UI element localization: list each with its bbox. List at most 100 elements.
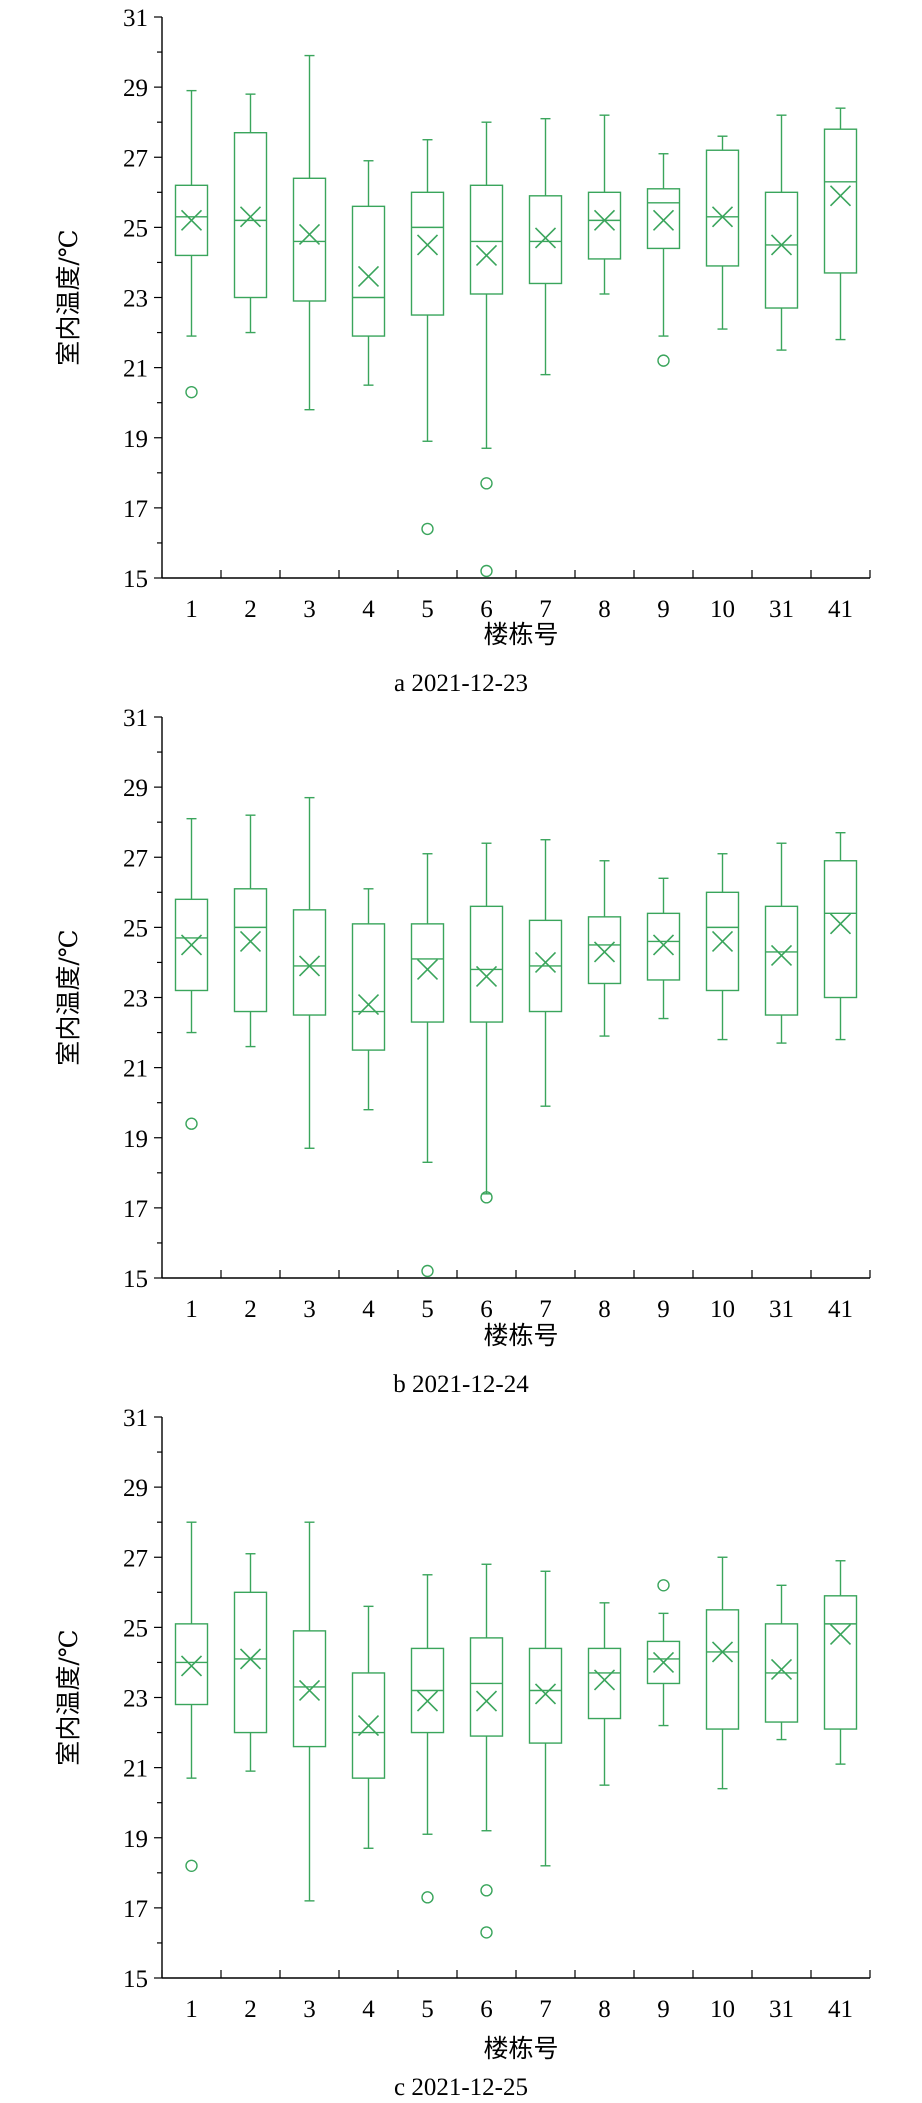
outlier-point	[480, 1191, 493, 1204]
y-tick-label: 19	[123, 1126, 148, 1153]
y-tick-label: 21	[123, 1056, 148, 1083]
panel-caption: c 2021-12-25	[394, 2074, 528, 2101]
outlier-point	[185, 1117, 198, 1130]
iqr-box	[292, 177, 327, 302]
mean-marker	[711, 206, 734, 228]
mean-marker	[180, 209, 203, 231]
x-tick-label: 5	[421, 1996, 434, 2023]
y-tick-label: 29	[123, 75, 148, 102]
y-tick-label: 31	[123, 5, 148, 32]
iqr-box	[764, 905, 799, 1016]
mean-marker	[770, 944, 793, 966]
x-axis-title: 楼栋号	[483, 2034, 558, 2063]
iqr-box	[292, 1630, 327, 1748]
outlier-point	[421, 1891, 434, 1904]
x-axis-title: 楼栋号	[483, 620, 558, 649]
box-3	[292, 54, 327, 411]
mean-marker	[829, 913, 852, 935]
y-tick-label: 31	[123, 1405, 148, 1432]
box-10	[705, 853, 740, 1041]
y-axis-title: 室内温度/℃	[54, 929, 83, 1065]
iqr-box	[351, 205, 386, 337]
outlier-point	[657, 1579, 670, 1592]
box-1	[174, 1521, 209, 1873]
mean-marker	[298, 1679, 321, 1702]
mean-marker	[652, 209, 675, 231]
mean-marker	[534, 951, 557, 974]
box-7	[528, 839, 563, 1107]
iqr-box	[528, 1647, 563, 1744]
iqr-box	[587, 1647, 622, 1720]
iqr-box	[823, 128, 858, 274]
y-tick-label: 25	[123, 915, 148, 942]
mean-marker	[652, 934, 675, 956]
box-41	[823, 832, 858, 1041]
y-tick-label: 29	[123, 1475, 148, 1502]
x-tick-label: 9	[657, 1996, 670, 2023]
box-3	[292, 796, 327, 1149]
iqr-box	[705, 149, 740, 267]
box-5	[410, 139, 445, 536]
iqr-box	[528, 195, 563, 285]
x-tick-label: 4	[362, 596, 375, 623]
y-tick-label: 15	[123, 1266, 148, 1293]
iqr-box	[174, 1623, 209, 1706]
y-tick-label: 25	[123, 215, 148, 242]
mean-marker	[357, 1714, 380, 1737]
mean-marker	[711, 1641, 734, 1663]
mean-marker	[593, 1669, 616, 1691]
x-tick-label: 3	[303, 1296, 316, 1323]
iqr-box	[469, 905, 504, 1023]
mean-marker	[475, 965, 498, 988]
mean-marker	[770, 234, 793, 256]
iqr-box	[764, 191, 799, 309]
y-tick-label: 31	[123, 705, 148, 732]
iqr-box	[351, 923, 386, 1051]
mean-marker	[770, 1658, 793, 1681]
mean-marker	[829, 1623, 852, 1645]
x-tick-label: 41	[828, 596, 853, 623]
box-10	[705, 1556, 740, 1790]
outlier-point	[185, 1859, 198, 1873]
x-tick-label: 5	[421, 596, 434, 623]
x-tick-label: 10	[710, 596, 735, 623]
iqr-box	[233, 132, 268, 299]
x-tick-label: 6	[480, 1996, 493, 2023]
mean-marker	[534, 1683, 557, 1705]
mean-marker	[652, 1651, 675, 1674]
x-tick-label: 4	[362, 1996, 375, 2023]
iqr-box	[646, 912, 681, 981]
iqr-box	[823, 860, 858, 999]
x-tick-label: 3	[303, 596, 316, 623]
box-9	[646, 153, 681, 367]
mean-marker	[416, 234, 439, 256]
y-tick-label: 27	[123, 145, 148, 172]
mean-marker	[180, 1655, 203, 1677]
x-tick-label: 8	[598, 596, 611, 623]
iqr-box	[646, 188, 681, 250]
box-8	[587, 114, 622, 295]
box-31	[764, 842, 799, 1044]
x-tick-label: 7	[539, 1296, 552, 1323]
x-tick-label: 5	[421, 1296, 434, 1323]
box-5	[410, 853, 445, 1278]
box-8	[587, 860, 622, 1037]
box-4	[351, 1605, 386, 1849]
y-tick-label: 17	[123, 496, 148, 523]
box-1	[174, 89, 209, 399]
x-tick-label: 31	[769, 1296, 794, 1323]
box-8	[587, 1602, 622, 1786]
x-tick-label: 9	[657, 596, 670, 623]
mean-marker	[475, 1690, 498, 1712]
outlier-point	[480, 1884, 493, 1897]
box-4	[351, 160, 386, 386]
y-tick-label: 15	[123, 566, 148, 593]
outlier-point	[421, 1264, 434, 1278]
y-tick-label: 27	[123, 1545, 148, 1572]
x-tick-label: 10	[710, 1996, 735, 2023]
box-31	[764, 1584, 799, 1741]
y-tick-label: 23	[123, 286, 148, 313]
box-6	[469, 1563, 504, 1939]
